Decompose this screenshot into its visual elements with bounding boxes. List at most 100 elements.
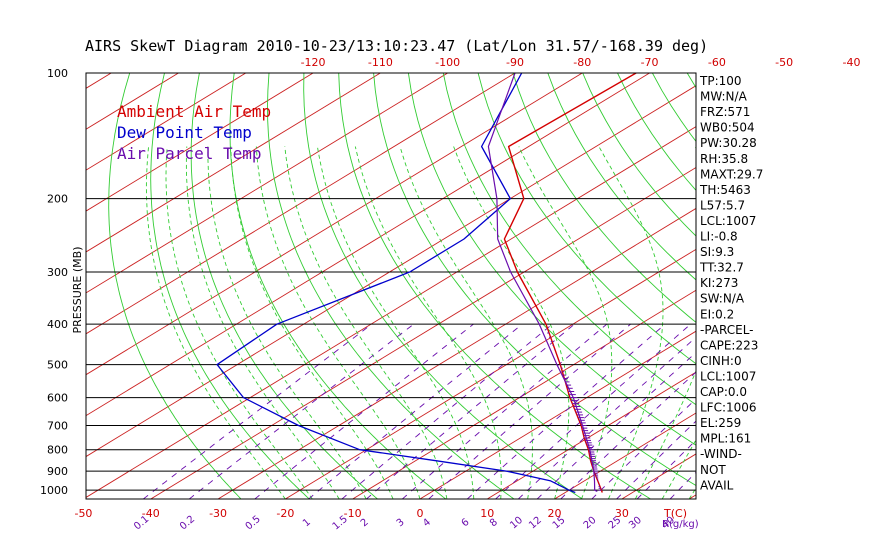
legend-entry: Dew Point Temp (117, 123, 252, 142)
isotherm-line (86, 73, 381, 253)
dry-adiabat-line (827, 73, 870, 499)
mixing-ratio-tick-label: 20 (582, 515, 599, 532)
isotherm-line (86, 73, 516, 335)
isotherm-line (419, 330, 696, 499)
stat-item: LFC:1006 (700, 401, 757, 415)
isotherm-line (756, 73, 870, 499)
mixing-ratio-tick-label: 1 (301, 517, 313, 530)
stat-item: CINH:0 (700, 354, 742, 368)
bottom-temp-tick-label: -30 (209, 507, 227, 520)
moist-adiabat-line (399, 146, 533, 499)
isotherm-line (352, 289, 696, 499)
top-temp-tick-label: -90 (506, 56, 524, 69)
mixing-ratio-line (495, 323, 691, 499)
pressure-tick-label: 800 (47, 444, 68, 457)
bottom-temp-tick-label: -40 (142, 507, 160, 520)
stat-item: CAP:0.0 (700, 385, 747, 399)
mixing-ratio-tick-label: 2 (359, 517, 371, 530)
stat-item: MW:N/A (700, 90, 748, 104)
pressure-tick-label: 200 (47, 193, 68, 206)
dry-adiabat-line (373, 73, 696, 487)
dry-adiabat-line (442, 73, 696, 406)
mixing-ratio-line (402, 323, 608, 499)
mixing-ratio-tick-label: 4 (421, 517, 433, 530)
dry-adiabat-line (190, 73, 378, 499)
mixing-ratio-tick-label: 6 (460, 517, 472, 530)
x-axis-label: T(C) (663, 507, 687, 520)
stat-item: MAXT:29.7 (700, 167, 763, 181)
isotherm-line (86, 126, 696, 498)
isotherm-line (150, 166, 696, 499)
stat-item: TT:32.7 (699, 261, 744, 275)
mixing-ratio-line (536, 351, 696, 499)
stat-item: RH:35.8 (700, 152, 748, 166)
dry-adiabat-line (150, 73, 310, 499)
pressure-tick-label: 400 (47, 318, 68, 331)
top-temp-tick-label: -60 (708, 56, 726, 69)
mixing-ratio-line (308, 323, 523, 499)
mixing-ratio-tick-label: 0.5 (244, 514, 263, 533)
stat-item: CAPE:223 (700, 338, 758, 352)
isotherm-line (86, 73, 112, 89)
stat-item: L57:5.7 (700, 198, 745, 212)
mixing-ratio-line (366, 323, 575, 499)
dry-adiabat-line (477, 73, 696, 365)
isotherm-line (86, 73, 247, 171)
moist-adiabat-line (230, 146, 394, 499)
moist-adiabat-line (518, 146, 613, 499)
mixing-ratio-line (560, 371, 696, 499)
legend-entry: Ambient Air Temp (117, 102, 271, 121)
pressure-tick-label: 500 (47, 359, 68, 372)
mixing-ratio-line (254, 323, 474, 499)
stat-item: MPL:161 (700, 432, 751, 446)
ambient-temp-line (503, 73, 637, 493)
stat-item: WB0:504 (700, 121, 755, 135)
isotherm-line (554, 412, 696, 499)
mixing-ratio-line (591, 398, 696, 499)
isotherm-line (217, 207, 696, 499)
stat-item: EI:0.2 (700, 307, 734, 321)
bottom-temp-tick-label: 0 (416, 507, 423, 520)
dry-adiabat-line (547, 73, 696, 281)
mixing-ratio-line (517, 336, 696, 499)
top-temp-tick-label: -70 (641, 56, 659, 69)
stat-item: -WIND- (700, 447, 742, 461)
top-temp-tick-label: -80 (573, 56, 591, 69)
dry-adiabat-line (512, 73, 696, 323)
moist-adiabat-line (185, 146, 340, 499)
dry-adiabat-line (407, 73, 696, 446)
moist-adiabat-line (598, 146, 664, 499)
mixing-ratio-label: R(g/kg) (662, 519, 699, 530)
isotherm-line (0, 73, 44, 499)
mixing-ratio-tick-label: 30 (627, 515, 644, 532)
dry-adiabat-line (757, 73, 870, 499)
dry-adiabat-line (229, 73, 447, 499)
pressure-tick-label: 100 (47, 67, 68, 80)
stat-item: SI:9.3 (700, 245, 734, 259)
stat-item: EL:259 (700, 416, 741, 430)
y-axis-label: PRESSURE (MB) (71, 247, 84, 334)
isotherm-line (86, 73, 448, 294)
isotherm-line (86, 85, 696, 458)
moist-adiabat-line (145, 146, 286, 499)
pressure-tick-label: 700 (47, 420, 68, 433)
bottom-temp-tick-label: 10 (480, 507, 494, 520)
bottom-temp-tick-label: 20 (548, 507, 562, 520)
stat-item: KI:273 (700, 276, 738, 290)
mixing-ratio-tick-label: 10 (508, 515, 525, 532)
legend: Ambient Air Temp Dew Point Temp Air Parcel… (117, 102, 271, 163)
bottom-temp-tick-label: 30 (615, 507, 629, 520)
stat-item: LCL:1007 (700, 369, 756, 383)
stat-item: TH:5463 (699, 183, 751, 197)
stat-item: -PARCEL- (700, 323, 754, 337)
pressure-tick-label: 1000 (40, 484, 68, 497)
bottom-temp-tick-label: -50 (74, 507, 92, 520)
mixing-ratio-line (616, 420, 696, 499)
top-temp-tick-label: -100 (435, 56, 460, 69)
mixing-ratio-tick-label: 3 (395, 517, 407, 530)
isotherm-line (86, 73, 650, 417)
top-temp-tick-label: -50 (775, 56, 793, 69)
pressure-tick-label: 600 (47, 392, 68, 405)
